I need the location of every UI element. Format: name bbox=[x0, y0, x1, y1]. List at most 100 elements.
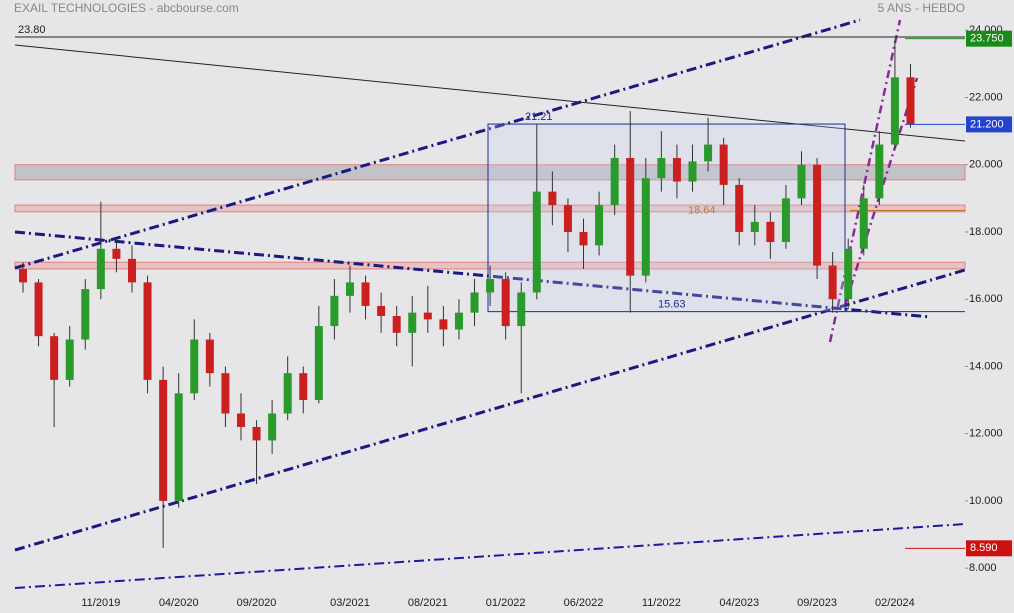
candle-body bbox=[626, 158, 635, 276]
candle-body bbox=[797, 164, 806, 199]
candle-body bbox=[236, 413, 245, 427]
trendline bbox=[14, 268, 966, 552]
candle-body bbox=[641, 178, 650, 276]
price-label: 23.750 bbox=[970, 33, 1004, 45]
candle-body bbox=[563, 205, 572, 232]
candle-body bbox=[19, 268, 27, 283]
candle-body bbox=[813, 164, 822, 266]
candle-body bbox=[112, 248, 121, 259]
candle-body bbox=[548, 191, 557, 206]
candle-body bbox=[314, 326, 323, 401]
candle-body bbox=[859, 198, 868, 249]
candle-body bbox=[345, 282, 354, 296]
trendlines bbox=[14, 18, 966, 589]
y-tick-label: 16.000 bbox=[969, 293, 1003, 305]
annotation: 15.63 bbox=[658, 299, 686, 311]
trendline bbox=[843, 77, 919, 306]
x-tick-label: 09/2020 bbox=[237, 597, 277, 609]
zone bbox=[14, 204, 966, 213]
candle-body bbox=[127, 258, 136, 283]
candle-body bbox=[408, 312, 417, 333]
y-tick-label: 10.000 bbox=[969, 495, 1003, 507]
candle-body bbox=[96, 248, 105, 290]
candle-body bbox=[719, 144, 728, 185]
x-tick-label: 08/2021 bbox=[408, 597, 448, 609]
trendline bbox=[14, 230, 931, 319]
candle-body bbox=[174, 393, 183, 501]
trendline bbox=[828, 19, 902, 343]
candle-body bbox=[532, 191, 541, 293]
candle-body bbox=[81, 289, 90, 340]
candle-body bbox=[221, 373, 230, 414]
candle-body bbox=[501, 279, 510, 327]
candle-body bbox=[330, 295, 339, 327]
x-tick-label: 11/2022 bbox=[642, 597, 681, 609]
candle-body bbox=[688, 161, 697, 182]
candle-body bbox=[392, 316, 401, 333]
candle-body bbox=[377, 305, 386, 317]
trendline bbox=[14, 18, 861, 270]
candle-body bbox=[423, 312, 432, 320]
chart-subtitle: 5 ANS - HEBDO bbox=[878, 1, 965, 15]
candle-body bbox=[875, 144, 884, 199]
y-tick-label: 8.000 bbox=[969, 562, 997, 574]
x-tick-label: 11/2019 bbox=[81, 597, 120, 609]
x-tick-label: 06/2022 bbox=[564, 597, 604, 609]
candle-body bbox=[766, 221, 775, 243]
price-label-box bbox=[966, 30, 1012, 47]
x-tick-label: 03/2021 bbox=[330, 597, 370, 609]
candle-body bbox=[50, 336, 59, 380]
y-tick-label: 18.000 bbox=[969, 226, 1003, 238]
y-tick-label: 24.000 bbox=[969, 24, 1003, 36]
price-label-box bbox=[966, 116, 1012, 133]
candle-body bbox=[906, 77, 915, 125]
candle-body bbox=[299, 373, 308, 401]
candle-body bbox=[454, 312, 463, 330]
candle-body bbox=[579, 231, 588, 246]
x-tick-label: 02/2024 bbox=[875, 597, 915, 609]
candle-body bbox=[439, 319, 448, 330]
candle-body bbox=[361, 282, 370, 306]
candle-body bbox=[595, 205, 604, 246]
candle-body bbox=[517, 292, 526, 327]
candle-body bbox=[283, 373, 292, 414]
x-tick-label: 09/2023 bbox=[797, 597, 837, 609]
candle-body bbox=[470, 292, 479, 313]
y-tick-label: 12.000 bbox=[969, 428, 1003, 440]
candle-body bbox=[65, 339, 74, 380]
annotation: 21.21 bbox=[525, 111, 553, 123]
candle-body bbox=[159, 379, 168, 501]
x-tick-label: 04/2023 bbox=[719, 597, 759, 609]
candle-body bbox=[657, 158, 666, 179]
price-label-box bbox=[966, 540, 1012, 557]
y-tick-label: 20.000 bbox=[969, 159, 1003, 171]
candle-body bbox=[34, 282, 43, 337]
candle-body bbox=[844, 248, 853, 300]
candle-body bbox=[143, 282, 152, 380]
candle-body bbox=[828, 265, 837, 300]
annotation: 23.80 bbox=[18, 24, 46, 36]
candle-body bbox=[268, 413, 277, 441]
candle-body bbox=[205, 339, 214, 374]
candle-body bbox=[486, 279, 495, 293]
chart-title: EXAIL TECHNOLOGIES - abcbourse.com bbox=[14, 1, 239, 15]
candle-body bbox=[672, 158, 681, 182]
x-tick-label: 01/2022 bbox=[486, 597, 526, 609]
trendline bbox=[14, 44, 966, 142]
candle-body bbox=[735, 184, 744, 232]
y-tick-label: 22.000 bbox=[969, 91, 1003, 103]
candle-body bbox=[704, 144, 713, 162]
x-tick-label: 04/2020 bbox=[159, 597, 199, 609]
candle-body bbox=[190, 339, 199, 394]
y-tick-label: 14.000 bbox=[969, 360, 1003, 372]
candle-body bbox=[610, 158, 619, 206]
candle-body bbox=[252, 426, 261, 441]
price-label: 21.200 bbox=[970, 118, 1004, 130]
annotation: 18.64 bbox=[688, 204, 716, 216]
candle-body bbox=[890, 77, 899, 145]
price-label: 8.590 bbox=[970, 542, 998, 554]
range-box bbox=[487, 123, 846, 313]
candle-body bbox=[750, 221, 759, 232]
candle-body bbox=[781, 198, 790, 243]
